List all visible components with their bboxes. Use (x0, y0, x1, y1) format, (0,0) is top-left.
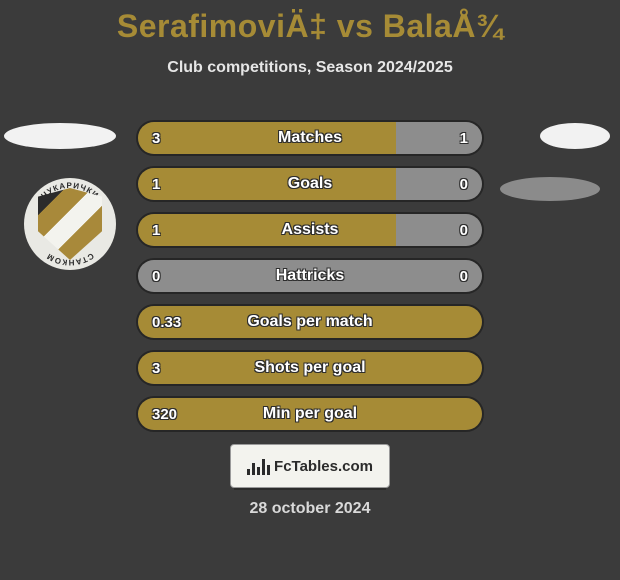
stat-bar-left (138, 398, 482, 430)
card-date: 28 october 2024 (0, 500, 620, 518)
fctables-brand-text: FcTables.com (274, 458, 373, 475)
logo-bar (247, 469, 250, 475)
stats-container: Matches31 Goals10 Assists10 Hattricks00 Goal… (136, 120, 484, 442)
stat-row: Shots per goal3 (136, 350, 484, 386)
stat-bar-left (138, 352, 482, 384)
logo-bar (267, 465, 270, 475)
fctables-logo-icon (247, 457, 270, 475)
stat-bar-right (310, 260, 482, 292)
logo-bar (257, 467, 260, 475)
subtitle: Club competitions, Season 2024/2025 (0, 59, 620, 77)
stat-row: Goals10 (136, 166, 484, 202)
logo-bar (262, 459, 265, 475)
stat-row: Matches31 (136, 120, 484, 156)
logo-bar (252, 463, 255, 475)
badge-shield (38, 188, 102, 260)
stat-bar-right (396, 214, 482, 246)
left-club-badge: ЧУКАРИЧКИ СТАНКОМ (24, 178, 116, 270)
comparison-card: SerafimoviÄ‡ vs BalaÅ¾ Club competitions… (0, 0, 620, 580)
stat-bar-left (138, 214, 396, 246)
right-team-ellipse-2 (500, 177, 600, 201)
stat-bar-left (138, 122, 396, 154)
stat-bar-left (138, 168, 396, 200)
stat-bar-left (138, 260, 310, 292)
right-team-ellipse (540, 123, 610, 149)
fctables-badge: FcTables.com (230, 444, 390, 488)
stat-bar-right (396, 168, 482, 200)
left-team-ellipse (4, 123, 116, 149)
stat-bar-right (396, 122, 482, 154)
stat-row: Hattricks00 (136, 258, 484, 294)
stat-row: Goals per match0.33 (136, 304, 484, 340)
stat-row: Assists10 (136, 212, 484, 248)
stat-bar-left (138, 306, 482, 338)
stat-row: Min per goal320 (136, 396, 484, 432)
page-title: SerafimoviÄ‡ vs BalaÅ¾ (0, 0, 620, 45)
